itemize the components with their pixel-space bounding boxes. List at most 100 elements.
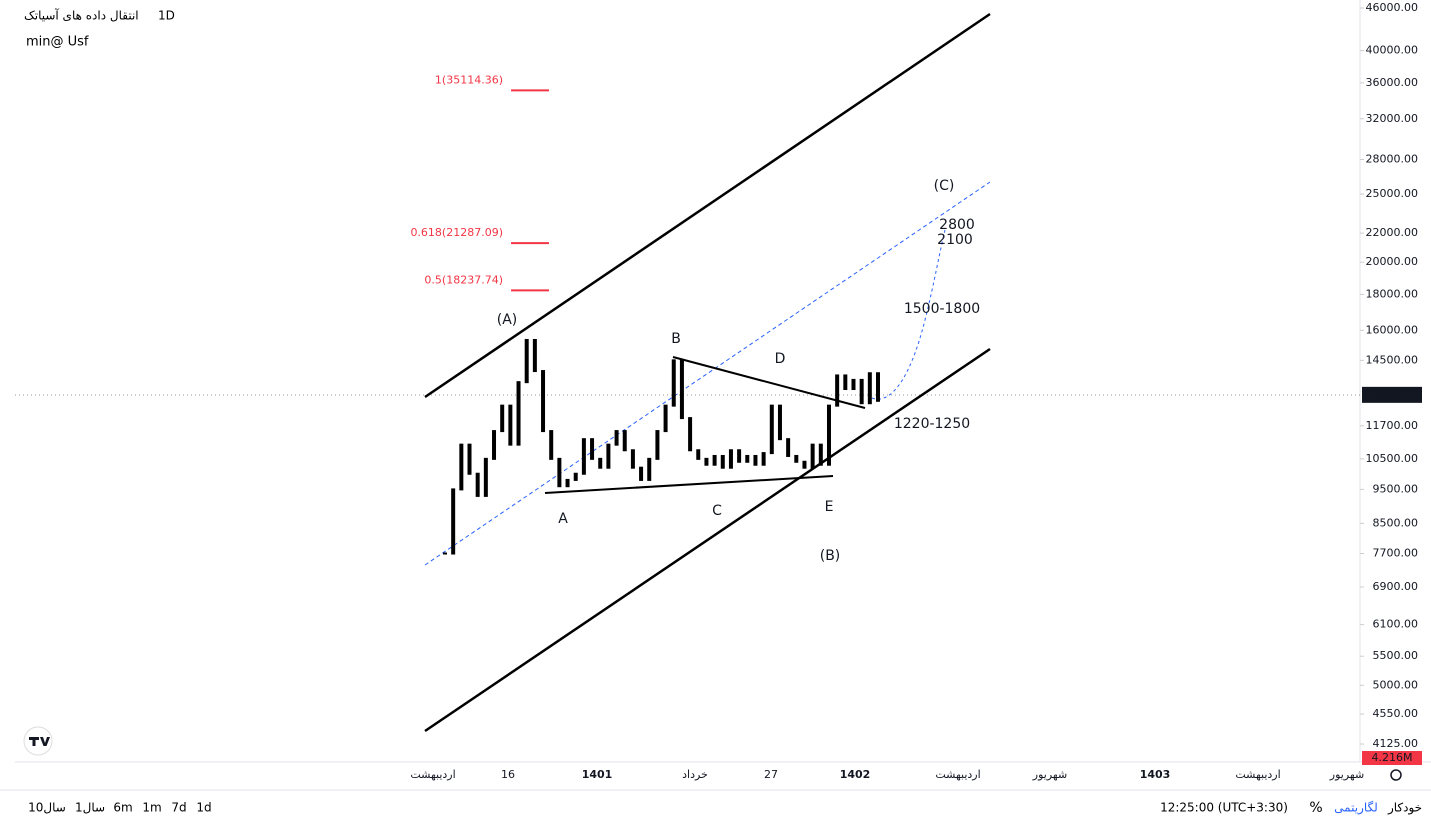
x-tick-label: اردیبهشت xyxy=(410,768,455,781)
range-button[interactable]: 1سال xyxy=(75,801,105,815)
annotation: A xyxy=(558,511,568,527)
candle xyxy=(443,552,447,555)
channel-mid xyxy=(424,181,991,566)
range-button[interactable]: 1d xyxy=(196,801,211,815)
interval: 1D xyxy=(158,9,175,23)
y-tick-label: 40000.00 xyxy=(1366,44,1419,57)
candle xyxy=(794,454,799,463)
candle xyxy=(737,449,742,463)
candle xyxy=(696,449,701,460)
candle xyxy=(851,378,856,391)
range-button[interactable]: 7d xyxy=(171,801,186,815)
annotation: (A) xyxy=(497,312,518,328)
candle xyxy=(573,472,578,481)
y-tick-label: 22000.00 xyxy=(1366,226,1419,239)
annotation: B xyxy=(671,331,681,347)
x-tick-label: 1401 xyxy=(582,768,613,781)
annotation: D xyxy=(775,351,786,367)
annotation: 1500-1800 xyxy=(904,301,980,317)
candle xyxy=(614,430,619,446)
candle xyxy=(835,374,840,407)
x-tick-label: اردیبهشت xyxy=(1235,768,1280,781)
candle xyxy=(712,454,717,466)
candle xyxy=(647,457,652,481)
x-tick-label: 1403 xyxy=(1140,768,1171,781)
volume-badge xyxy=(1362,751,1422,765)
annotation: (C) xyxy=(934,178,955,194)
candle xyxy=(639,466,644,481)
candle xyxy=(541,370,546,433)
y-tick-label: 36000.00 xyxy=(1366,76,1419,89)
y-tick-label: 6100.00 xyxy=(1373,618,1419,631)
y-tick-label: 9500.00 xyxy=(1373,482,1419,495)
candle xyxy=(843,374,848,391)
percent-button[interactable]: % xyxy=(1309,800,1322,816)
candle xyxy=(524,338,529,384)
x-tick-label: 1402 xyxy=(840,768,871,781)
y-tick-label: 25000.00 xyxy=(1366,187,1419,200)
x-tick-label: شهریور xyxy=(1329,768,1364,781)
y-tick-label: 32000.00 xyxy=(1366,112,1419,125)
settings-icon[interactable] xyxy=(1390,769,1402,781)
range-button[interactable]: 6m xyxy=(113,801,132,815)
volume-label: 4.216M xyxy=(1372,751,1413,764)
fib-label: 0.5(18237.74) xyxy=(424,273,503,286)
note: min@ Usf xyxy=(26,35,89,50)
y-tick-label: 14500.00 xyxy=(1366,353,1419,366)
x-tick-label: 27 xyxy=(764,768,778,781)
channel-bottom xyxy=(424,347,991,733)
y-tick-label: 16000.00 xyxy=(1366,323,1419,336)
range-button[interactable]: 10سال xyxy=(28,801,66,815)
annotation: C xyxy=(712,503,722,519)
projection xyxy=(871,229,946,400)
y-tick-label: 7700.00 xyxy=(1373,547,1419,560)
candle xyxy=(606,443,611,469)
y-tick-label: 4550.00 xyxy=(1373,707,1419,720)
candle xyxy=(483,457,488,497)
candle xyxy=(802,460,807,469)
candle xyxy=(467,443,472,475)
candle xyxy=(876,372,880,402)
candle xyxy=(622,430,627,452)
candle xyxy=(508,404,513,446)
auto-button[interactable]: خودکار xyxy=(1387,801,1422,816)
candle xyxy=(720,454,725,469)
y-tick-label: 5000.00 xyxy=(1373,678,1419,691)
candle xyxy=(655,430,660,460)
toolbar: 10سال 1سال 6m 1m 7d 1d 12:25:00 (UTC+3:3… xyxy=(28,800,1422,816)
y-tick-label: 46000.00 xyxy=(1366,1,1419,14)
y-tick-label: 5500.00 xyxy=(1373,649,1419,662)
candle xyxy=(532,338,537,373)
candle xyxy=(581,438,586,475)
clock[interactable]: 12:25:00 (UTC+3:30) xyxy=(1160,801,1288,815)
candle xyxy=(688,417,693,452)
y-tick-label: 10500.00 xyxy=(1366,452,1419,465)
candle xyxy=(777,404,782,441)
x-tick-label: اردیبهشت xyxy=(935,768,980,781)
last-price-label: 12950.00 xyxy=(1366,388,1419,401)
candle xyxy=(598,457,603,469)
candle xyxy=(704,457,709,466)
x-tick-label: 16 xyxy=(501,768,515,781)
candle xyxy=(728,449,733,469)
candle xyxy=(745,454,750,463)
logo[interactable] xyxy=(23,726,53,756)
candle xyxy=(475,472,480,497)
annotation: 2800 xyxy=(939,217,975,233)
candle xyxy=(492,430,497,460)
annotation: 2100 xyxy=(937,232,973,248)
candle xyxy=(671,359,676,407)
y-tick-label: 28000.00 xyxy=(1366,153,1419,166)
fib-label: 0.618(21287.09) xyxy=(410,226,503,239)
annotation: (B) xyxy=(820,548,841,564)
triangle-lower xyxy=(544,475,834,494)
annotation: 1220-1250 xyxy=(894,416,970,432)
log-button[interactable]: لگاریتمی xyxy=(1334,801,1378,816)
candle xyxy=(826,404,831,466)
candle xyxy=(500,404,505,433)
logo-mark xyxy=(29,737,50,746)
candle xyxy=(761,452,766,466)
candle xyxy=(557,457,562,488)
candle xyxy=(769,404,774,455)
range-button[interactable]: 1m xyxy=(142,801,161,815)
